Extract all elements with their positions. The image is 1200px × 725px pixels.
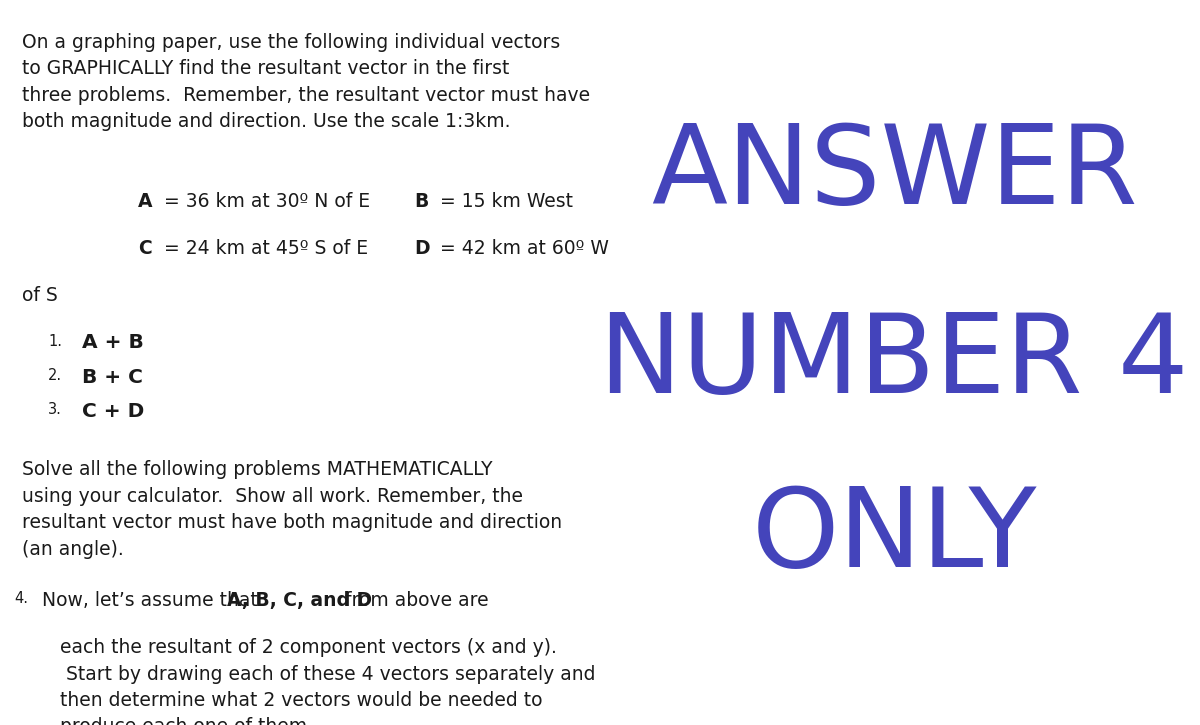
Text: = 36 km at 30º N of E: = 36 km at 30º N of E [158, 192, 371, 211]
Text: B: B [414, 192, 428, 211]
Text: 3.: 3. [48, 402, 62, 417]
Text: = 42 km at 60º W: = 42 km at 60º W [434, 239, 610, 258]
Text: NUMBER 4: NUMBER 4 [599, 309, 1189, 416]
Text: Now, let’s assume that: Now, let’s assume that [42, 591, 264, 610]
Text: Solve all the following problems MATHEMATICALLY
using your calculator.  Show all: Solve all the following problems MATHEMA… [22, 460, 562, 559]
Text: On a graphing paper, use the following individual vectors
to GRAPHICALLY find th: On a graphing paper, use the following i… [22, 33, 589, 131]
Text: A, B, C, and D: A, B, C, and D [227, 591, 372, 610]
Text: A: A [138, 192, 152, 211]
Text: B + C: B + C [82, 368, 143, 386]
Text: D: D [414, 239, 430, 258]
Text: ONLY: ONLY [751, 483, 1037, 590]
Text: C: C [138, 239, 151, 258]
Text: ANSWER: ANSWER [650, 120, 1138, 228]
Text: from above are: from above are [340, 591, 490, 610]
Text: of S: of S [22, 286, 58, 305]
Text: C + D: C + D [82, 402, 144, 420]
Text: each the resultant of 2 component vectors (x and y).
    Start by drawing each o: each the resultant of 2 component vector… [42, 638, 595, 725]
Text: 4.: 4. [14, 591, 29, 606]
Text: = 15 km West: = 15 km West [434, 192, 574, 211]
Text: 1.: 1. [48, 334, 62, 349]
Text: 2.: 2. [48, 368, 62, 383]
Text: = 24 km at 45º S of E: = 24 km at 45º S of E [158, 239, 368, 258]
Text: A + B: A + B [82, 334, 143, 352]
